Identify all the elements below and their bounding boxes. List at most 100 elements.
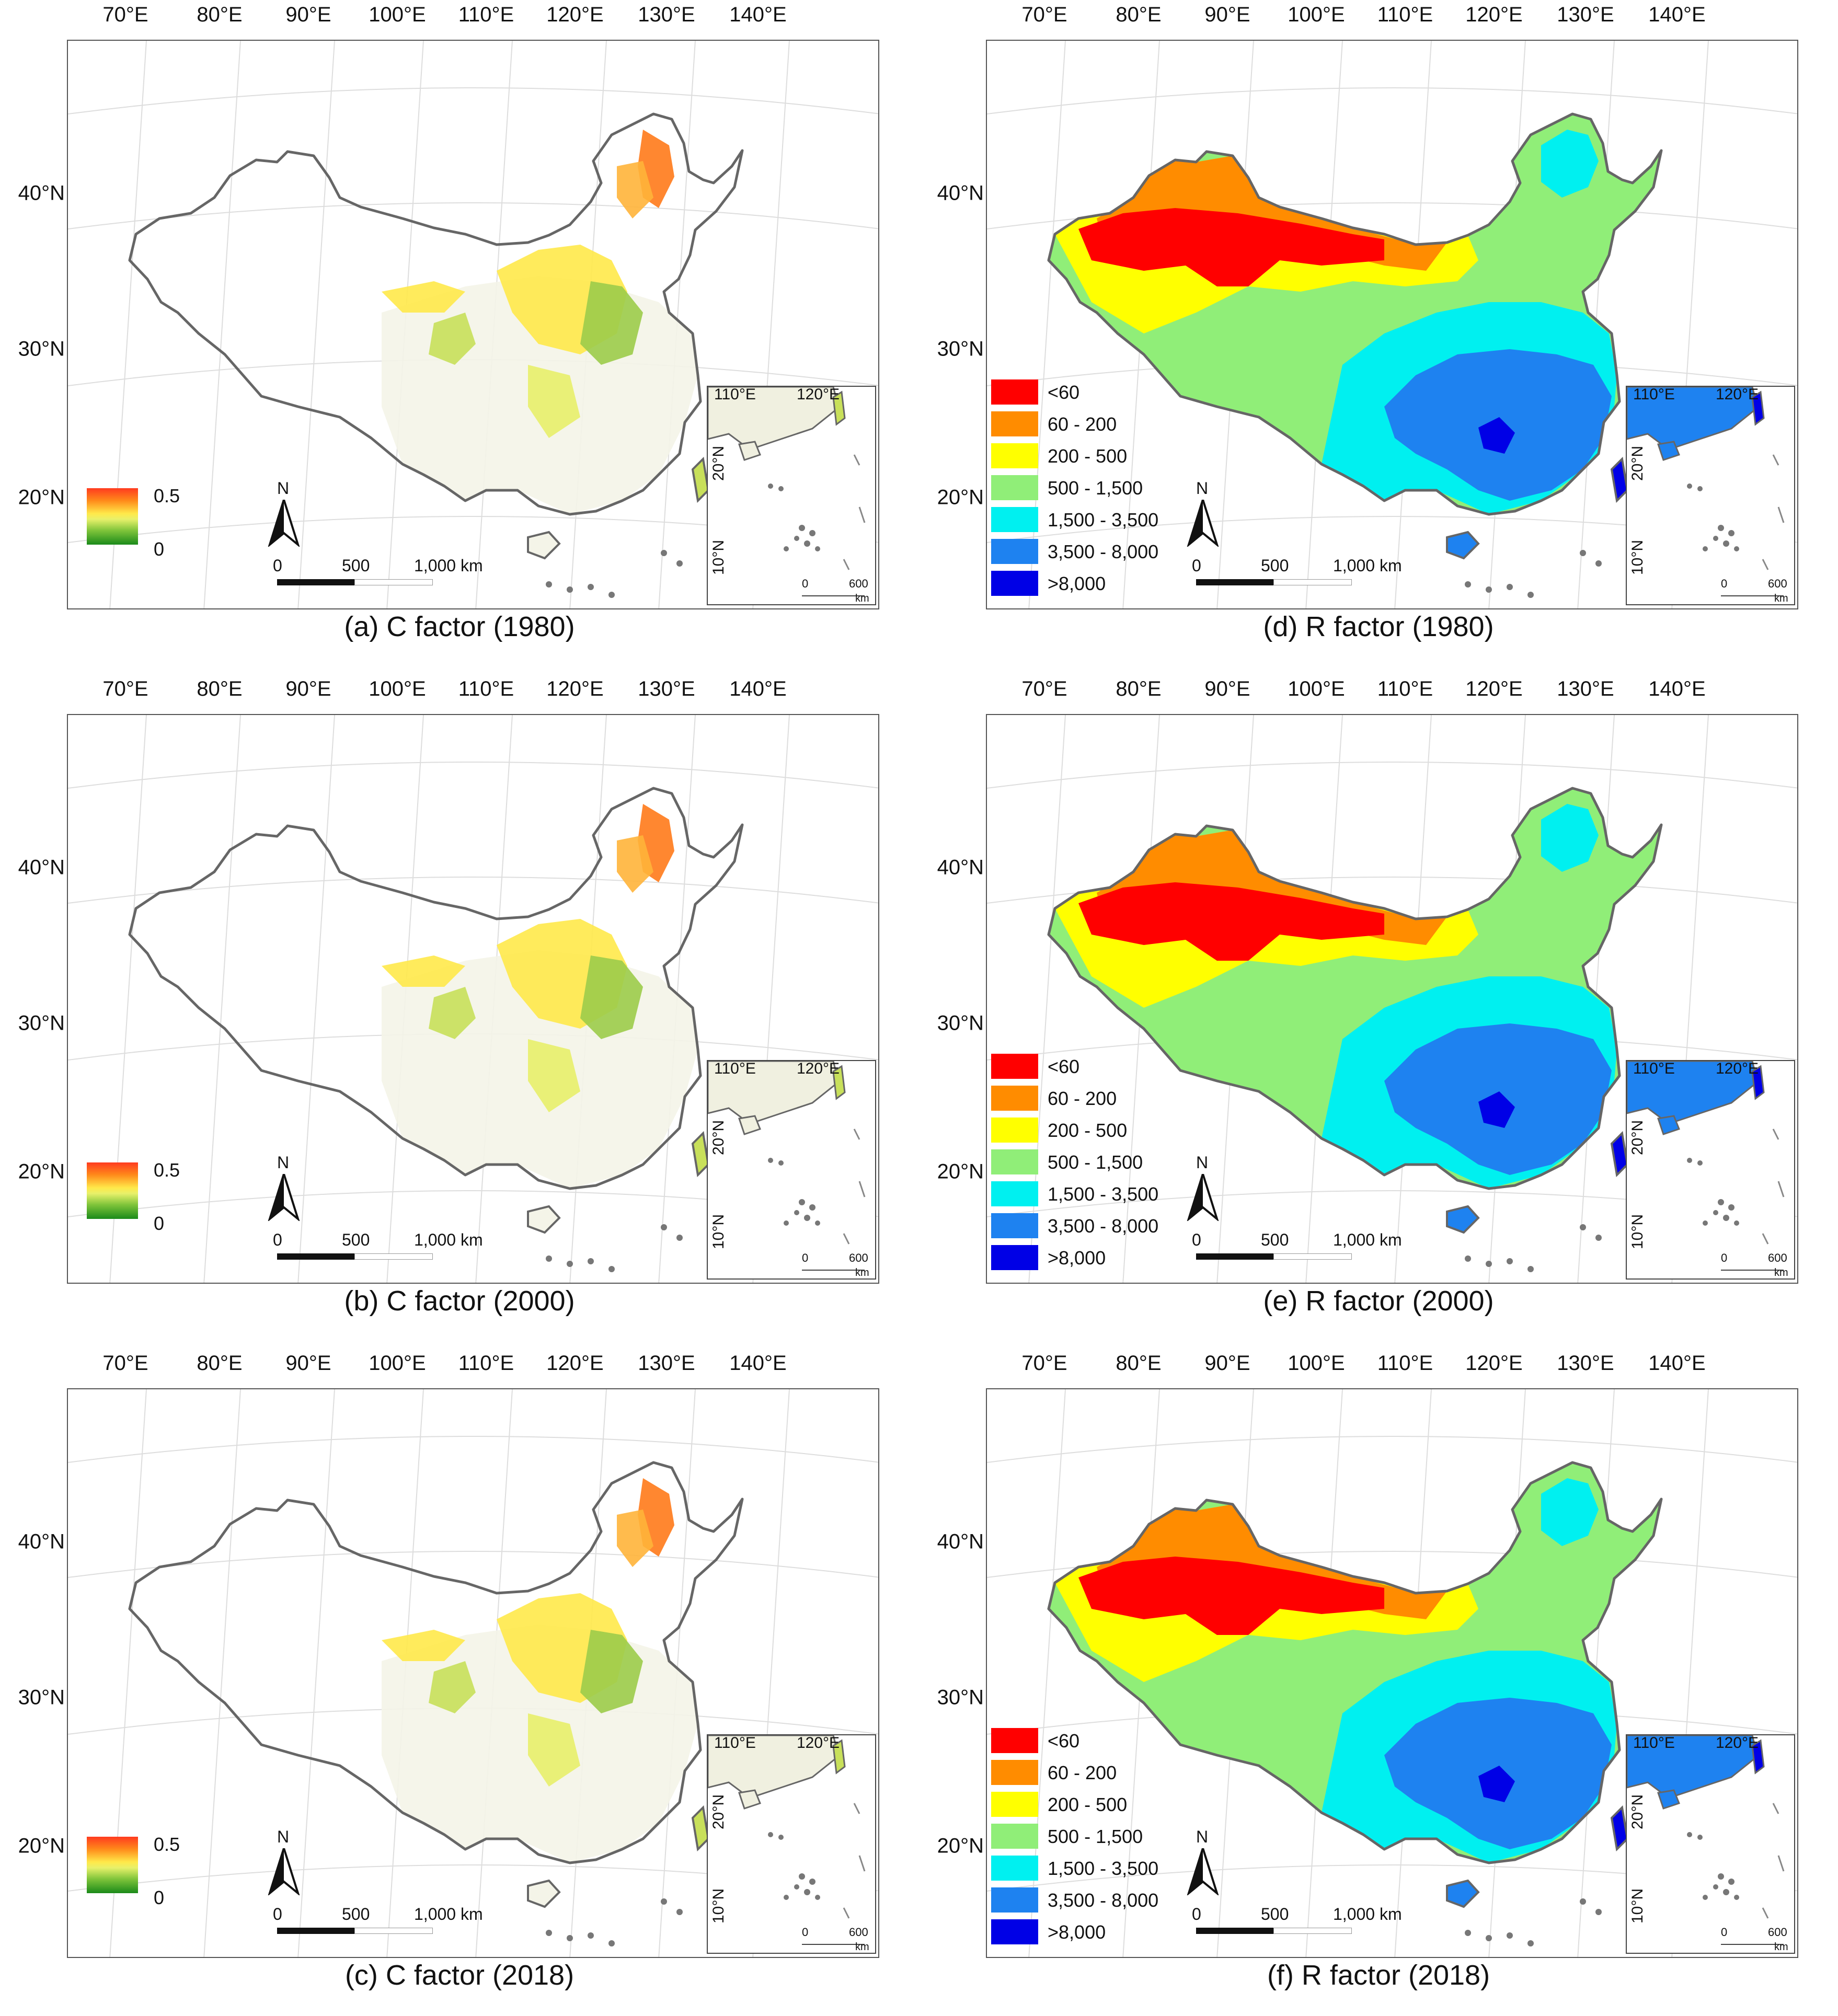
legend-swatch (991, 1760, 1038, 1785)
south-china-sea-inset: 110°E 120°E 20°N 10°N 0 600 km (1626, 1060, 1795, 1280)
r-factor-map-panel: 70°E 80°E 90°E 100°E 110°E 120°E 130°E 140°E 40°… (919, 674, 1838, 1342)
china-map (987, 715, 1797, 1283)
inset-scale-zero: 0 (1721, 577, 1728, 590)
c-patch (429, 1661, 476, 1713)
scale-bar: 0 500 1,000 km (273, 1905, 497, 1941)
scale-zero: 0 (273, 556, 282, 575)
legend-label: 60 - 200 (1048, 1088, 1117, 1109)
longitude-label: 100°E (369, 3, 426, 26)
scale-bar: 0 500 1,000 km (1192, 1905, 1416, 1941)
legend-label: >8,000 (1048, 1247, 1106, 1269)
legend-label: 3,500 - 8,000 (1048, 1215, 1159, 1237)
longitude-label: 110°E (1377, 3, 1433, 26)
scale-mid: 500 (342, 1230, 370, 1249)
c-patch (162, 830, 193, 846)
china-map (68, 41, 878, 608)
r-zone (1541, 804, 1599, 872)
c-patch (429, 313, 476, 365)
scale-max: 1,000 km (1333, 556, 1402, 575)
inset-scale-max: 600 (1768, 577, 1787, 590)
inset-scale-max: 600 (849, 1926, 868, 1939)
c-patch (528, 365, 580, 438)
longitude-label: 120°E (546, 1352, 604, 1375)
map-frame: <60 60 - 200 200 - 500 500 - 1,500 1,500… (986, 40, 1798, 609)
latitude-label: 40°N (937, 181, 984, 205)
north-arrow-icon: N (1185, 1153, 1221, 1221)
longitude-label: 120°E (1465, 677, 1523, 700)
c-patch (162, 1504, 193, 1520)
island-dot (1595, 560, 1602, 567)
legend-low-label: 0 (154, 1213, 165, 1234)
longitude-label: 80°E (1116, 3, 1162, 26)
scale-mid: 500 (1261, 1905, 1289, 1923)
south-china-sea-inset: 110°E 120°E 20°N 10°N 0 600 km (707, 386, 876, 605)
longitude-label: 70°E (102, 677, 148, 700)
c-patch (617, 1510, 653, 1567)
island-dot (1486, 1261, 1492, 1267)
latitude-label: 20°N (937, 1834, 984, 1858)
legend-label: 3,500 - 8,000 (1048, 541, 1159, 562)
r-factor-zones (1049, 1462, 1661, 1863)
inset-longitude-label: 120°E (797, 386, 840, 403)
scale-bar: 0 500 1,000 km (1192, 556, 1416, 593)
island-dot (1465, 1255, 1471, 1262)
longitude-label: 70°E (102, 1352, 148, 1375)
hainan-island (528, 532, 559, 558)
longitude-label: 120°E (1465, 1352, 1523, 1375)
north-label: N (1196, 1153, 1209, 1172)
inset-longitude-label: 120°E (797, 1734, 840, 1752)
inset-latitude-label: 20°N (1629, 1794, 1646, 1829)
c-factor-zones (162, 804, 698, 1189)
color-ramp (87, 488, 138, 545)
legend-swatch (991, 411, 1038, 436)
latitude-label: 20°N (937, 486, 984, 509)
island-dot (546, 1255, 552, 1262)
island-dot (661, 1224, 667, 1230)
legend-label: >8,000 (1048, 573, 1106, 594)
legend-swatch (991, 1887, 1038, 1913)
north-arrow-icon: N (266, 479, 302, 547)
inset-latitude-label: 20°N (710, 1794, 727, 1829)
legend-label: 3,500 - 8,000 (1048, 1890, 1159, 1911)
country-outline (128, 112, 744, 516)
china-map (987, 1389, 1797, 1957)
south-china-sea-inset: 110°E 120°E 20°N 10°N 0 600 km (1626, 1734, 1795, 1954)
country-outline (1047, 787, 1663, 1190)
longitude-label: 100°E (1288, 3, 1345, 26)
inset-scale-max: 600 (1768, 1251, 1787, 1264)
longitude-label: 140°E (729, 1352, 787, 1375)
legend-swatch (991, 1919, 1038, 1944)
legend-swatch (991, 1054, 1038, 1079)
c-patch (162, 156, 193, 171)
hainan-island (528, 1881, 559, 1907)
latitude-label: 20°N (18, 1834, 65, 1858)
island-dot (588, 1932, 594, 1939)
legend-swatch (991, 443, 1038, 468)
longitude-label: 80°E (197, 3, 243, 26)
scale-max: 1,000 km (1333, 1230, 1402, 1249)
longitude-label: 90°E (285, 1352, 331, 1375)
map-frame: <60 60 - 200 200 - 500 500 - 1,500 1,500… (986, 714, 1798, 1284)
latitude-label: 40°N (937, 856, 984, 879)
inset-latitude-label: 10°N (710, 1888, 727, 1923)
legend-swatch (991, 379, 1038, 405)
legend-label: <60 (1048, 1730, 1080, 1752)
island-dot (1507, 1932, 1513, 1939)
legend-swatch (991, 539, 1038, 564)
scale-mid: 500 (342, 556, 370, 575)
inset-latitude-label: 10°N (1629, 1214, 1646, 1249)
panel-caption: (e) R factor (2000) (1263, 1285, 1494, 1317)
c-factor-zones (162, 130, 698, 514)
inset-scale-unit: km (855, 1941, 869, 1953)
latitude-label: 30°N (937, 1011, 984, 1035)
scale-zero: 0 (1192, 1230, 1201, 1249)
scale-mid: 500 (342, 1905, 370, 1923)
scale-mid: 500 (1261, 1230, 1289, 1249)
country-outline (128, 1461, 744, 1864)
north-arrow-icon: N (266, 1153, 302, 1221)
c-patch (429, 987, 476, 1039)
longitude-label: 90°E (1204, 677, 1250, 700)
longitude-label: 130°E (638, 677, 695, 700)
panel-caption: (b) C factor (2000) (344, 1285, 575, 1317)
scale-max: 1,000 km (414, 556, 483, 575)
